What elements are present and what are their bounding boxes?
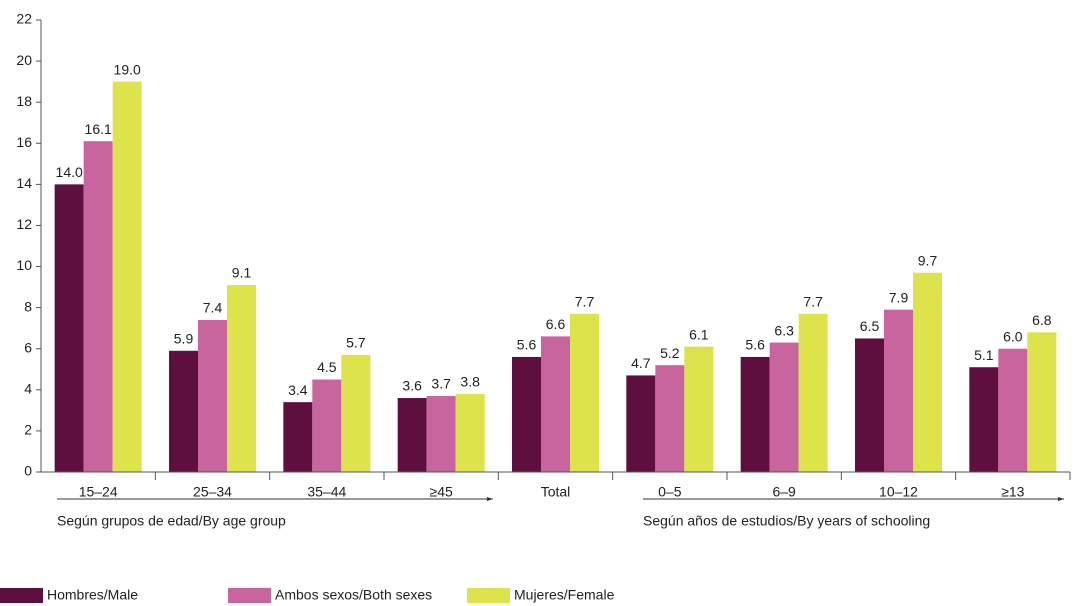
bar <box>570 313 599 472</box>
value-label: 6.0 <box>1003 328 1023 344</box>
legend-label: Hombres/Male <box>47 587 138 603</box>
bar <box>626 375 656 472</box>
bar <box>855 338 884 472</box>
bar <box>426 395 456 472</box>
value-label: 6.1 <box>689 326 709 342</box>
bar <box>341 354 371 472</box>
value-label: 14.0 <box>56 164 83 180</box>
y-tick-label: 2 <box>24 422 32 438</box>
value-label: 7.9 <box>889 289 909 305</box>
y-tick-label: 10 <box>16 257 32 273</box>
value-label: 3.4 <box>288 382 308 398</box>
x-tick-label: 35–44 <box>307 484 346 500</box>
y-tick-label: 4 <box>24 381 32 397</box>
bar <box>312 379 342 472</box>
x-tick-label: 10–12 <box>879 484 918 500</box>
value-label: 3.6 <box>402 378 422 394</box>
bar <box>455 393 485 472</box>
bar <box>684 346 714 472</box>
y-tick-label: 6 <box>24 339 32 355</box>
value-label: 5.6 <box>517 337 537 353</box>
x-tick-label: 15–24 <box>79 484 118 500</box>
bar <box>541 336 570 472</box>
value-label: 9.1 <box>232 265 252 281</box>
value-label: 5.9 <box>174 330 194 346</box>
x-tick-label: 25–34 <box>193 484 232 500</box>
y-tick-label: 20 <box>16 52 32 68</box>
value-label: 6.8 <box>1032 312 1052 328</box>
bar <box>512 356 541 472</box>
bar <box>740 356 770 472</box>
annotation: Según grupos de edad/By age group <box>57 513 286 529</box>
bar <box>798 313 828 472</box>
bar <box>198 319 227 472</box>
bar <box>769 342 799 472</box>
legend-swatch <box>228 588 271 603</box>
legend-swatch <box>467 588 510 603</box>
value-label: 7.4 <box>203 300 223 316</box>
value-label: 9.7 <box>918 252 938 268</box>
y-tick-label: 22 <box>16 11 32 27</box>
value-label: 16.1 <box>85 121 112 137</box>
value-label: 5.1 <box>974 347 994 363</box>
bar <box>655 365 685 472</box>
y-tick-label: 12 <box>16 216 32 232</box>
value-label: 5.2 <box>660 345 680 361</box>
legend-label: Mujeres/Female <box>514 587 615 603</box>
bar <box>884 309 913 472</box>
value-label: 19.0 <box>114 61 141 77</box>
legend-label: Ambos sexos/Both sexes <box>275 587 432 603</box>
bar <box>54 184 84 472</box>
value-label: 6.5 <box>860 318 880 334</box>
y-tick-label: 18 <box>16 93 32 109</box>
value-label: 3.7 <box>431 376 451 392</box>
bar <box>397 398 427 472</box>
value-label: 4.7 <box>631 355 651 371</box>
annotation: Según años de estudios/By years of schoo… <box>643 513 930 529</box>
value-label: 7.7 <box>803 294 823 310</box>
x-tick-label: Total <box>541 484 571 500</box>
value-label: 5.7 <box>346 335 366 351</box>
x-tick-label: ≥45 <box>430 484 453 500</box>
x-tick-label: ≥13 <box>1001 484 1024 500</box>
bar <box>969 367 999 472</box>
value-label: 4.5 <box>317 359 337 375</box>
bar <box>1027 332 1057 472</box>
bar <box>227 285 256 472</box>
y-tick-label: 0 <box>24 463 32 479</box>
y-tick-label: 8 <box>24 298 32 314</box>
y-tick-label: 14 <box>16 175 32 191</box>
legend-swatch <box>0 588 43 603</box>
value-label: 6.3 <box>774 322 794 338</box>
value-label: 3.8 <box>460 374 480 390</box>
value-label: 6.6 <box>546 316 566 332</box>
bar <box>913 272 942 472</box>
x-tick-label: 6–9 <box>772 484 796 500</box>
bar <box>83 141 113 472</box>
bar <box>998 348 1028 472</box>
y-tick-label: 16 <box>16 134 32 150</box>
x-tick-label: 0–5 <box>658 484 682 500</box>
bar <box>283 402 313 472</box>
bar <box>169 350 198 472</box>
value-label: 7.7 <box>575 294 595 310</box>
bar <box>112 81 142 473</box>
value-label: 5.6 <box>745 337 765 353</box>
